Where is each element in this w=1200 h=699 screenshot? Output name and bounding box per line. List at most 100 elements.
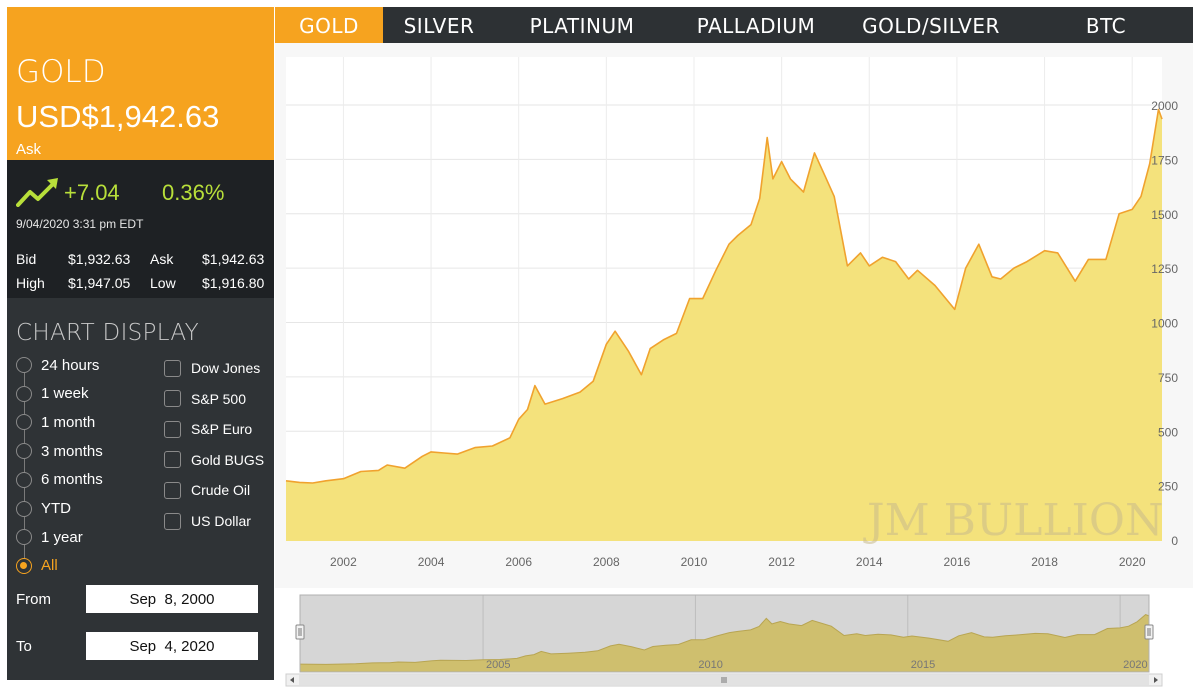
radio-button-icon[interactable]	[16, 500, 32, 517]
checkbox-icon[interactable]	[164, 420, 181, 438]
x-tick-label: 2002	[330, 555, 357, 569]
bid-label: Bid	[16, 251, 37, 267]
overlay-option-s-p-500[interactable]: S&P 500	[164, 389, 246, 409]
y-tick-label: 1250	[1151, 262, 1178, 276]
y-tick-label: 250	[1158, 480, 1178, 494]
change-amount: +7.04	[64, 180, 120, 205]
quote-details: +7.04 0.36% 9/04/2020 3:31 pm EDT Bid $1…	[7, 160, 274, 298]
navigator-line	[299, 614, 1150, 665]
range-option-1-month[interactable]: 1 month	[16, 411, 95, 433]
y-tick-label: 750	[1158, 371, 1178, 385]
y-tick-label: 500	[1158, 425, 1178, 439]
radio-button-icon[interactable]	[16, 471, 32, 488]
from-date-input[interactable]	[86, 585, 258, 613]
low-value: $1,916.80	[202, 275, 265, 291]
navigator-tick-label: 2020	[1123, 659, 1147, 671]
overlay-option-gold-bugs[interactable]: Gold BUGS	[164, 450, 264, 470]
change-percent: 0.36%	[162, 180, 225, 205]
trend-up-arrow-icon	[16, 178, 58, 207]
y-tick-label: 0	[1171, 534, 1178, 548]
range-option-all[interactable]: All	[16, 555, 58, 577]
overlay-option-us-dollar[interactable]: US Dollar	[164, 511, 251, 531]
tab-palladium[interactable]: PALLADIUM	[696, 14, 816, 38]
quote-timestamp: 9/04/2020 3:31 pm EDT	[16, 217, 144, 231]
checkbox-icon[interactable]	[164, 481, 181, 499]
x-tick-label: 2004	[418, 555, 445, 569]
radio-button-icon[interactable]	[16, 385, 32, 402]
x-tick-label: 2006	[505, 555, 532, 569]
to-label: To	[16, 638, 32, 655]
x-tick-label: 2008	[593, 555, 620, 569]
to-date-input[interactable]	[86, 632, 258, 660]
overlay-option-label: Crude Oil	[191, 482, 251, 499]
checkbox-icon[interactable]	[164, 390, 181, 408]
tab-silver[interactable]: SILVER	[403, 14, 475, 38]
overlay-option-label: Dow Jones	[191, 360, 261, 376]
radio-button-icon[interactable]	[16, 529, 32, 546]
x-tick-label: 2016	[944, 555, 971, 569]
range-option-label: 3 months	[41, 442, 103, 460]
checkbox-icon[interactable]	[164, 451, 181, 469]
chart-display-title: CHART DISPLAY	[16, 320, 199, 346]
range-option-24-hours[interactable]: 24 hours	[16, 354, 99, 376]
price-line	[285, 108, 1163, 484]
radio-button-icon[interactable]	[16, 557, 32, 574]
navigator-tick-label: 2015	[911, 659, 935, 671]
high-value: $1,947.05	[68, 275, 131, 291]
range-option-label: 1 year	[41, 528, 83, 546]
checkbox-icon[interactable]	[164, 359, 181, 377]
navigator-tick-label: 2010	[698, 659, 722, 671]
high-label: High	[16, 275, 45, 291]
overlay-option-dow-jones[interactable]: Dow Jones	[164, 358, 260, 378]
price-chart[interactable]: JM BULLION 0 250 500 750 1000 1250 1500 1750 2000…	[275, 43, 1193, 588]
overlay-option-label: US Dollar	[191, 513, 251, 529]
scroll-right-arrow-icon	[1154, 677, 1158, 683]
y-tick-label: 2000	[1151, 99, 1178, 113]
overlay-option-s-p-euro[interactable]: S&P Euro	[164, 419, 252, 439]
range-option-label: All	[41, 557, 58, 575]
range-option-6-months[interactable]: 6 months	[16, 469, 103, 491]
radio-button-icon[interactable]	[16, 443, 32, 460]
chart-navigator[interactable]: 2005 2010 2015 2020	[275, 588, 1193, 688]
range-option-1-week[interactable]: 1 week	[16, 383, 89, 405]
x-tick-label: 2020	[1119, 555, 1146, 569]
ask-label: Ask	[150, 251, 174, 267]
price-box: GOLD USD$1,942.63 Ask	[7, 7, 274, 160]
tab-gold[interactable]: GOLD	[275, 7, 383, 43]
y-tick-label: 1000	[1151, 317, 1178, 331]
radio-button-icon[interactable]	[16, 357, 32, 373]
quote-panel: GOLD USD$1,942.63 Ask +7.04 0.36% 9/04/2…	[7, 7, 274, 680]
range-option-3-months[interactable]: 3 months	[16, 440, 103, 462]
overlay-option-crude-oil[interactable]: Crude Oil	[164, 480, 250, 500]
overlay-option-label: Gold BUGS	[191, 451, 265, 468]
range-option-label: 1 week	[41, 385, 89, 403]
y-tick-label: 1750	[1151, 153, 1178, 167]
range-option-1-year[interactable]: 1 year	[16, 526, 83, 548]
from-label: From	[16, 591, 51, 608]
bid-value: $1,932.63	[68, 251, 131, 267]
overlay-option-label: S&P Euro	[191, 421, 253, 438]
radio-button-icon[interactable]	[16, 414, 32, 431]
ask-value: $1,942.63	[202, 251, 265, 267]
overlay-option-label: S&P 500	[191, 390, 247, 407]
range-option-label: 1 month	[41, 413, 96, 431]
tab-btc[interactable]: BTC	[1085, 14, 1127, 38]
checkbox-icon[interactable]	[164, 512, 181, 530]
navigator-right-handle[interactable]	[1144, 624, 1154, 640]
metal-name: GOLD	[16, 54, 106, 90]
metal-tabs: GOLD SILVER PLATINUM PALLADIUM GOLD/SILVER BT…	[275, 7, 1193, 43]
price-area	[286, 109, 1162, 542]
x-tick-label: 2010	[681, 555, 708, 569]
low-label: Low	[150, 275, 176, 291]
tab-platinum[interactable]: PLATINUM	[529, 14, 635, 38]
range-option-label: YTD	[41, 500, 71, 517]
x-tick-label: 2014	[856, 555, 883, 569]
range-option-ytd[interactable]: YTD	[16, 498, 71, 520]
radio-connector-line	[24, 364, 25, 574]
x-tick-label: 2012	[768, 555, 795, 569]
price-type-label: Ask	[16, 141, 42, 158]
tab-gold-silver[interactable]: GOLD/SILVER	[862, 14, 1000, 38]
watermark-logo: JM BULLION	[863, 495, 1163, 546]
range-option-label: 24 hours	[41, 356, 100, 374]
navigator-left-handle[interactable]	[295, 624, 305, 640]
